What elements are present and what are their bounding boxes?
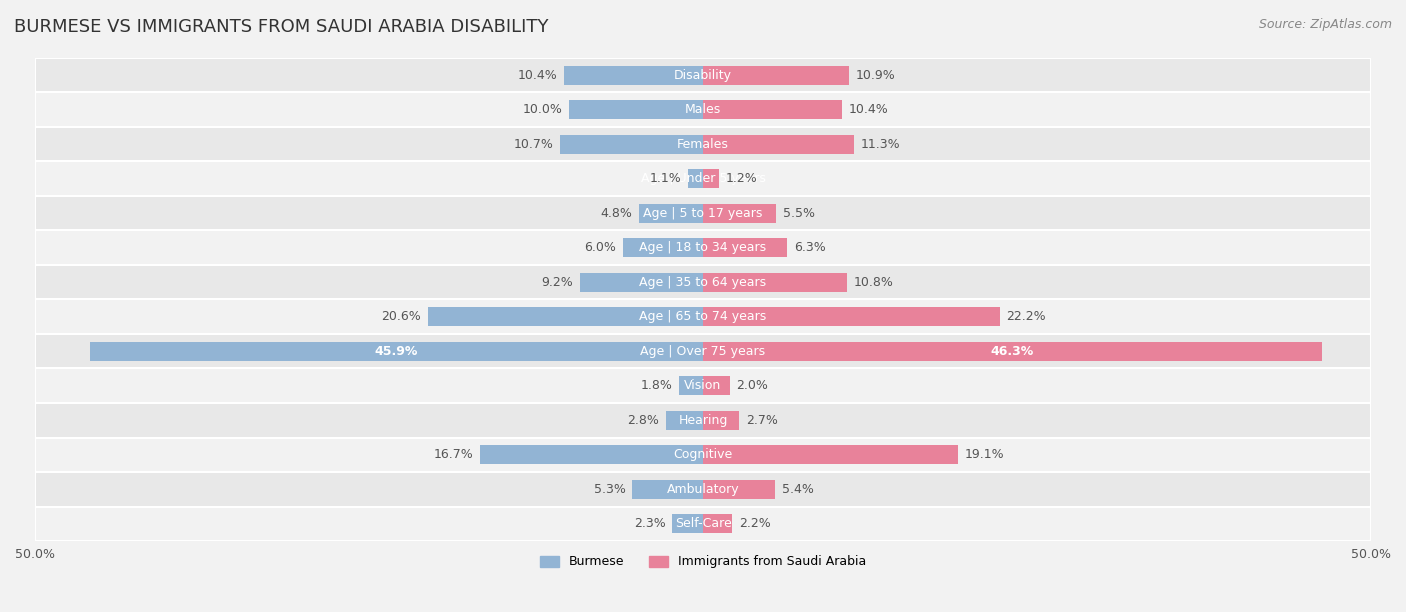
Bar xyxy=(581,273,703,292)
Bar xyxy=(703,273,848,292)
Bar xyxy=(703,100,842,119)
Text: 10.7%: 10.7% xyxy=(513,138,554,151)
Text: Age | Under 5 years: Age | Under 5 years xyxy=(641,172,765,185)
Bar xyxy=(35,162,1371,196)
Text: 10.4%: 10.4% xyxy=(849,103,889,116)
Text: 19.1%: 19.1% xyxy=(965,448,1004,461)
Bar xyxy=(623,238,703,257)
Text: 10.0%: 10.0% xyxy=(523,103,562,116)
Text: 10.4%: 10.4% xyxy=(517,69,557,81)
Bar xyxy=(703,376,730,395)
Bar xyxy=(638,204,703,223)
Text: 10.8%: 10.8% xyxy=(853,275,894,289)
Bar xyxy=(560,135,703,154)
Bar xyxy=(633,480,703,499)
Legend: Burmese, Immigrants from Saudi Arabia: Burmese, Immigrants from Saudi Arabia xyxy=(534,550,872,573)
Bar xyxy=(569,100,703,119)
Text: 5.5%: 5.5% xyxy=(783,207,815,220)
Bar xyxy=(703,204,776,223)
Bar xyxy=(703,411,740,430)
Bar xyxy=(564,65,703,84)
Bar xyxy=(672,514,703,533)
Text: Cognitive: Cognitive xyxy=(673,448,733,461)
Text: Males: Males xyxy=(685,103,721,116)
Bar xyxy=(703,341,1322,360)
Bar xyxy=(703,514,733,533)
Text: 1.2%: 1.2% xyxy=(725,172,758,185)
Text: Age | 5 to 17 years: Age | 5 to 17 years xyxy=(644,207,762,220)
Bar xyxy=(35,231,1371,265)
Bar xyxy=(35,368,1371,403)
Bar xyxy=(35,92,1371,127)
Text: Vision: Vision xyxy=(685,379,721,392)
Text: 1.8%: 1.8% xyxy=(640,379,672,392)
Text: Age | 18 to 34 years: Age | 18 to 34 years xyxy=(640,241,766,254)
Text: 16.7%: 16.7% xyxy=(433,448,474,461)
Text: 1.1%: 1.1% xyxy=(650,172,682,185)
Text: 6.3%: 6.3% xyxy=(794,241,825,254)
Text: Source: ZipAtlas.com: Source: ZipAtlas.com xyxy=(1258,18,1392,31)
Bar xyxy=(35,58,1371,92)
Text: Age | 65 to 74 years: Age | 65 to 74 years xyxy=(640,310,766,323)
Text: 5.4%: 5.4% xyxy=(782,483,814,496)
Bar xyxy=(703,169,718,188)
Text: 22.2%: 22.2% xyxy=(1007,310,1046,323)
Text: 6.0%: 6.0% xyxy=(585,241,616,254)
Text: 2.2%: 2.2% xyxy=(740,517,770,531)
Text: 2.0%: 2.0% xyxy=(737,379,768,392)
Text: Self-Care: Self-Care xyxy=(675,517,731,531)
Bar xyxy=(35,196,1371,231)
Text: Females: Females xyxy=(678,138,728,151)
Text: Age | Over 75 years: Age | Over 75 years xyxy=(641,345,765,358)
Text: Hearing: Hearing xyxy=(678,414,728,427)
Bar xyxy=(703,65,849,84)
Bar xyxy=(35,403,1371,438)
Bar xyxy=(703,480,775,499)
Text: 5.3%: 5.3% xyxy=(593,483,626,496)
Bar xyxy=(90,341,703,360)
Text: 10.9%: 10.9% xyxy=(855,69,896,81)
Bar xyxy=(703,446,957,465)
Text: 2.8%: 2.8% xyxy=(627,414,659,427)
Bar xyxy=(703,135,853,154)
Bar xyxy=(679,376,703,395)
Bar xyxy=(703,238,787,257)
Text: 46.3%: 46.3% xyxy=(991,345,1033,358)
Bar xyxy=(665,411,703,430)
Text: Disability: Disability xyxy=(673,69,733,81)
Bar xyxy=(35,265,1371,299)
Bar xyxy=(35,127,1371,162)
Text: 11.3%: 11.3% xyxy=(860,138,900,151)
Bar xyxy=(35,299,1371,334)
Bar xyxy=(703,307,1000,326)
Bar xyxy=(35,507,1371,541)
Text: 45.9%: 45.9% xyxy=(375,345,418,358)
Text: Age | 35 to 64 years: Age | 35 to 64 years xyxy=(640,275,766,289)
Text: Ambulatory: Ambulatory xyxy=(666,483,740,496)
Text: 20.6%: 20.6% xyxy=(381,310,422,323)
Bar xyxy=(689,169,703,188)
Bar xyxy=(35,472,1371,507)
Text: BURMESE VS IMMIGRANTS FROM SAUDI ARABIA DISABILITY: BURMESE VS IMMIGRANTS FROM SAUDI ARABIA … xyxy=(14,18,548,36)
Bar xyxy=(479,446,703,465)
Bar xyxy=(35,334,1371,368)
Text: 2.3%: 2.3% xyxy=(634,517,665,531)
Bar xyxy=(427,307,703,326)
Text: 4.8%: 4.8% xyxy=(600,207,633,220)
Bar xyxy=(35,438,1371,472)
Text: 9.2%: 9.2% xyxy=(541,275,574,289)
Text: 2.7%: 2.7% xyxy=(745,414,778,427)
